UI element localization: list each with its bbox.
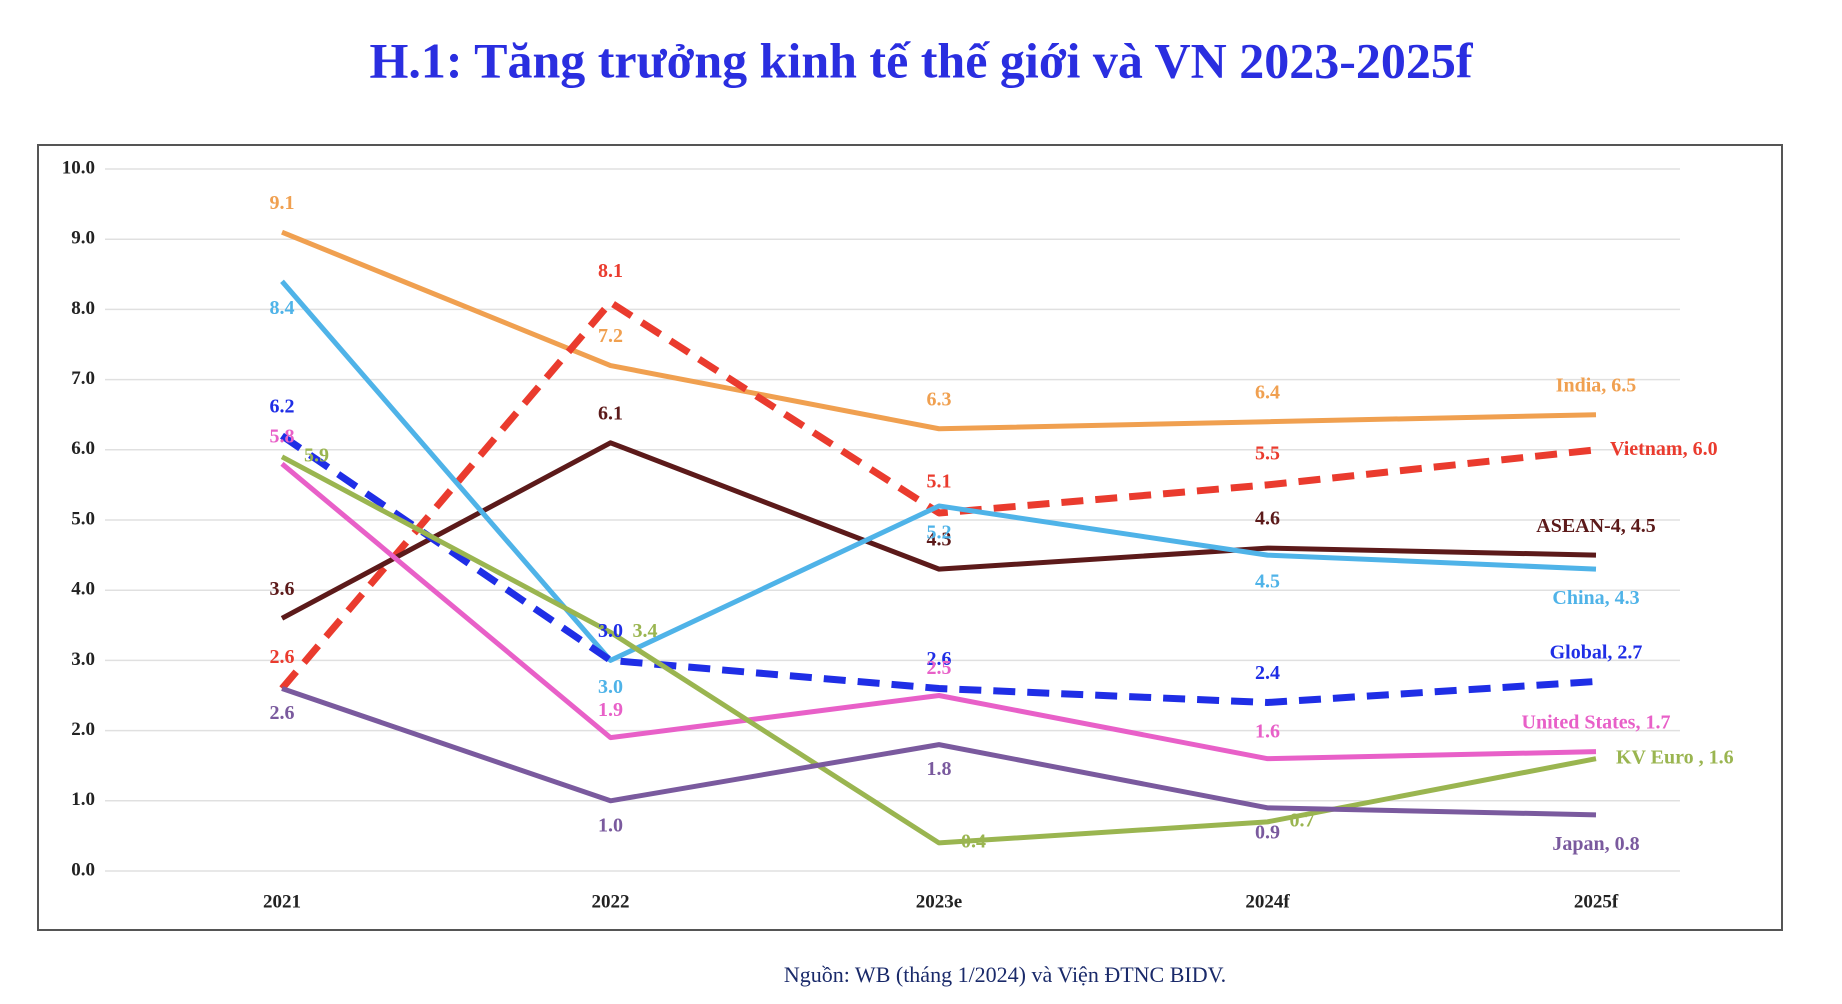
plot-frame bbox=[37, 144, 1783, 931]
data-label: 7.2 bbox=[598, 325, 623, 347]
end-label: India, 6.5 bbox=[1556, 374, 1637, 396]
data-label: 6.3 bbox=[927, 388, 952, 410]
data-label: 8.4 bbox=[270, 297, 295, 319]
series-line bbox=[280, 279, 1597, 663]
data-label: 1.9 bbox=[598, 699, 623, 721]
series-name: China bbox=[1552, 587, 1604, 609]
y-tick-label: 10.0 bbox=[62, 157, 95, 178]
x-tick-label: 2023e bbox=[916, 891, 962, 912]
data-label: 9.1 bbox=[270, 192, 295, 214]
series-line bbox=[279, 298, 1597, 691]
end-label: China, 4.3 bbox=[1552, 587, 1639, 609]
series-name: Vietnam bbox=[1610, 437, 1683, 459]
source-note: Nguồn: WB (tháng 1/2024) và Viện ĐTNC BI… bbox=[784, 962, 1226, 987]
data-label: 0.9 bbox=[1255, 821, 1280, 843]
series-line bbox=[280, 461, 1597, 762]
y-tick-label: 4.0 bbox=[71, 579, 95, 600]
y-tick-label: 3.0 bbox=[71, 649, 95, 670]
data-label: 2.6 bbox=[927, 648, 952, 670]
x-tick-label: 2022 bbox=[592, 891, 630, 912]
data-label: 5.1 bbox=[927, 471, 952, 493]
y-tick-label: 5.0 bbox=[71, 508, 95, 529]
x-tick-label: 2024f bbox=[1245, 891, 1290, 912]
data-label: 1.0 bbox=[598, 814, 623, 836]
data-label: 0.7 bbox=[1290, 809, 1315, 831]
data-label: , 1.6 bbox=[1699, 746, 1734, 768]
data-label: , 0.8 bbox=[1605, 832, 1640, 854]
data-label: , 6.0 bbox=[1683, 437, 1718, 459]
data-label: 3.0 bbox=[598, 620, 623, 642]
y-tick-label: 7.0 bbox=[71, 368, 95, 389]
data-label: 5.2 bbox=[927, 522, 952, 544]
end-label: Global, 2.7 bbox=[1550, 641, 1643, 663]
series-name: ASEAN-4 bbox=[1536, 515, 1620, 537]
x-tick-label: 2021 bbox=[263, 891, 301, 912]
end-label: KV Euro , 1.6 bbox=[1616, 746, 1734, 768]
data-label: , 4.5 bbox=[1621, 515, 1656, 537]
data-label: 5.9 bbox=[304, 444, 329, 466]
y-tick-label: 0.0 bbox=[71, 859, 95, 880]
data-label: 8.1 bbox=[598, 260, 623, 282]
end-label: Vietnam, 6.0 bbox=[1610, 437, 1718, 459]
y-tick-label: 9.0 bbox=[71, 228, 95, 249]
data-label: 3.4 bbox=[633, 620, 658, 642]
series-name: United States bbox=[1522, 711, 1636, 733]
series-line bbox=[280, 432, 1597, 707]
series-name: India bbox=[1556, 374, 1602, 396]
series-name: Global bbox=[1550, 641, 1608, 663]
data-label: 2.4 bbox=[1255, 662, 1280, 684]
data-label: 1.8 bbox=[927, 758, 952, 780]
end-label: ASEAN-4, 4.5 bbox=[1536, 515, 1655, 537]
end-label: Japan, 0.8 bbox=[1552, 832, 1639, 854]
series-name: Japan bbox=[1552, 832, 1604, 854]
data-label: , 4.3 bbox=[1605, 587, 1640, 609]
data-label: 3.0 bbox=[598, 676, 623, 698]
y-tick-label: 6.0 bbox=[71, 438, 95, 459]
data-label: 3.6 bbox=[270, 578, 295, 600]
data-label: 6.1 bbox=[598, 402, 623, 424]
data-label: 4.6 bbox=[1255, 508, 1280, 530]
y-tick-label: 2.0 bbox=[71, 719, 95, 740]
y-tick-label: 8.0 bbox=[71, 298, 95, 319]
series-name: KV Euro bbox=[1616, 746, 1699, 768]
data-label: 1.6 bbox=[1255, 720, 1280, 742]
data-label: 0.4 bbox=[961, 831, 986, 853]
end-label: United States, 1.7 bbox=[1522, 711, 1671, 733]
x-tick-label: 2025f bbox=[1574, 891, 1619, 912]
data-label: 6.2 bbox=[270, 395, 295, 417]
data-label: 5.8 bbox=[270, 425, 295, 447]
data-label: 2.6 bbox=[270, 646, 295, 668]
data-label: , 1.7 bbox=[1635, 711, 1670, 733]
series-line bbox=[280, 454, 1597, 846]
data-label: 4.3 bbox=[927, 529, 952, 551]
data-label: , 2.7 bbox=[1607, 641, 1642, 663]
series-line bbox=[280, 440, 1597, 621]
data-label: 4.5 bbox=[1255, 571, 1280, 593]
series-line bbox=[281, 229, 1597, 432]
data-label: 2.6 bbox=[270, 702, 295, 724]
data-label: , 6.5 bbox=[1601, 374, 1636, 396]
data-label: 5.5 bbox=[1255, 442, 1280, 464]
data-label: 6.4 bbox=[1255, 381, 1280, 403]
data-label: 2.5 bbox=[927, 657, 952, 679]
chart-title: H.1: Tăng trưởng kinh tế thế giới và VN … bbox=[369, 32, 1473, 88]
series-line bbox=[281, 686, 1597, 818]
y-tick-label: 1.0 bbox=[71, 789, 95, 810]
